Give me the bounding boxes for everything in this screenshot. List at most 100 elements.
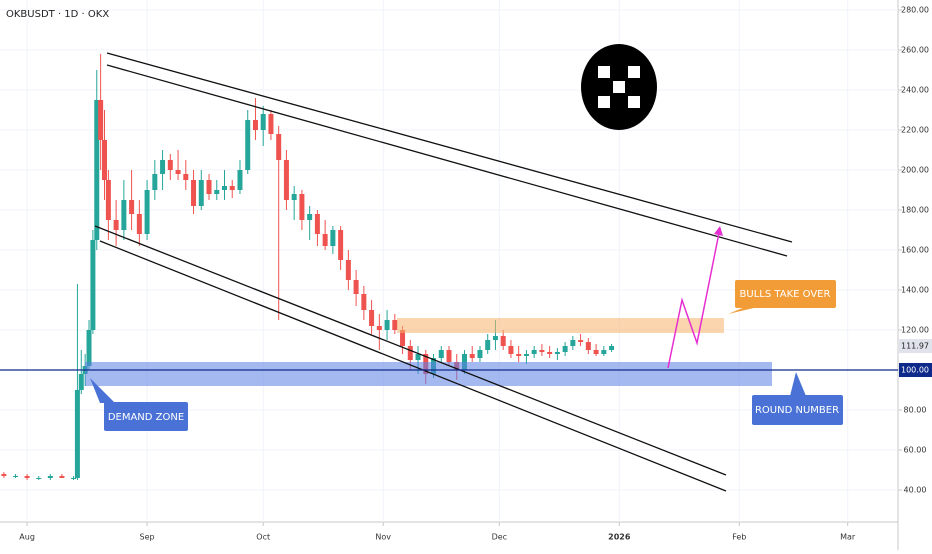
candle-body <box>47 476 53 478</box>
candle-body <box>345 260 351 280</box>
x-tick-label: Mar <box>840 533 856 542</box>
demand-callout: DEMAND ZONE <box>90 378 188 431</box>
price-line-label: 100.00 <box>901 366 929 375</box>
candle-body <box>601 350 607 354</box>
candle-body <box>485 340 491 350</box>
candle-body <box>167 160 173 170</box>
y-tick-label: 60.00 <box>904 446 927 455</box>
candle-body <box>268 114 274 134</box>
candle-body <box>121 200 127 230</box>
candle-body <box>102 140 108 180</box>
candle-body <box>376 326 382 330</box>
candle-body <box>415 354 421 360</box>
candle-body <box>446 350 452 362</box>
y-tick-label: 260.00 <box>901 46 929 55</box>
y-tick-label: 280.00 <box>901 6 929 15</box>
candle-body <box>152 174 158 190</box>
candle-body <box>469 354 475 358</box>
candle-body <box>299 194 305 220</box>
candle-body <box>609 346 615 350</box>
candle-body <box>291 194 297 200</box>
y-tick-label: 120.00 <box>901 326 929 335</box>
chart-title: OKBUSDT · 1D · OKX <box>6 9 109 20</box>
last-price-label: 111.97 <box>901 342 929 351</box>
candle-body <box>252 120 258 130</box>
channel-line <box>99 240 727 492</box>
y-tick-label: 80.00 <box>904 406 927 415</box>
candle-body <box>175 170 181 174</box>
x-tick-label: Nov <box>375 533 391 542</box>
candle-body <box>438 350 444 358</box>
candle-body <box>24 476 30 478</box>
candle-body <box>183 174 189 180</box>
candle-body <box>562 346 568 352</box>
candle-body <box>492 336 498 340</box>
x-tick-label: 2026 <box>608 533 631 542</box>
candle-body <box>384 320 390 330</box>
candle-body <box>578 340 584 342</box>
candle-body <box>214 190 220 194</box>
candle-body <box>392 320 398 330</box>
candle-body <box>593 350 599 354</box>
x-tick-label: Dec <box>492 533 507 542</box>
candle-body <box>570 340 576 346</box>
candle-body <box>59 476 65 478</box>
okx-logo <box>581 44 657 130</box>
x-tick-label: Feb <box>732 533 746 542</box>
candle-body <box>260 114 266 130</box>
candle-body <box>353 280 359 294</box>
y-tick-label: 240.00 <box>901 86 929 95</box>
candle-body <box>245 120 251 170</box>
y-tick-label: 220.00 <box>901 126 929 135</box>
candle-body <box>1 474 7 476</box>
candle-body <box>338 230 344 260</box>
candle-body <box>144 190 150 234</box>
resistance-zone <box>397 318 724 333</box>
candle-body <box>94 100 100 240</box>
candle-body <box>136 214 142 234</box>
candle-body <box>531 350 537 354</box>
candle-body <box>129 200 135 214</box>
x-tick-label: Aug <box>19 533 35 542</box>
candle-body <box>330 230 336 246</box>
bulls-callout: BULLS TAKE OVER <box>728 280 836 314</box>
candle-body <box>36 478 42 479</box>
y-tick-label: 180.00 <box>901 206 929 215</box>
candle-body <box>516 354 522 356</box>
projection-path <box>667 227 721 369</box>
annotation: ROUND NUMBER <box>755 405 839 416</box>
candle-body <box>113 220 119 230</box>
channel-line <box>106 64 788 257</box>
annotation: DEMAND ZONE <box>108 412 184 423</box>
round-callout: ROUND NUMBER <box>752 372 843 425</box>
candle-body <box>198 180 204 206</box>
candle-body <box>283 160 289 200</box>
candle-body <box>400 330 406 346</box>
candle-body <box>585 342 591 350</box>
candle-body <box>554 352 560 354</box>
candle-body <box>361 294 367 310</box>
candle-body <box>74 390 80 478</box>
channel-line <box>94 225 727 476</box>
candle-body <box>322 234 328 246</box>
candle-body <box>237 170 243 190</box>
candle-body <box>160 160 166 174</box>
y-tick-label: 160.00 <box>901 246 929 255</box>
candle-body <box>477 350 483 358</box>
projection-arrow <box>714 226 723 236</box>
price-line-tag <box>899 363 932 377</box>
channel <box>94 52 793 492</box>
candle-body <box>229 186 235 190</box>
candle-body <box>12 476 18 477</box>
candle-body <box>78 374 84 390</box>
candle-body <box>86 330 92 366</box>
x-tick-label: Oct <box>256 533 270 542</box>
demand-zone <box>85 362 772 386</box>
candle-body <box>98 100 104 140</box>
candle-body <box>369 310 375 326</box>
candle-body <box>276 134 282 160</box>
candle-body <box>547 352 553 354</box>
candle-body <box>222 186 227 190</box>
